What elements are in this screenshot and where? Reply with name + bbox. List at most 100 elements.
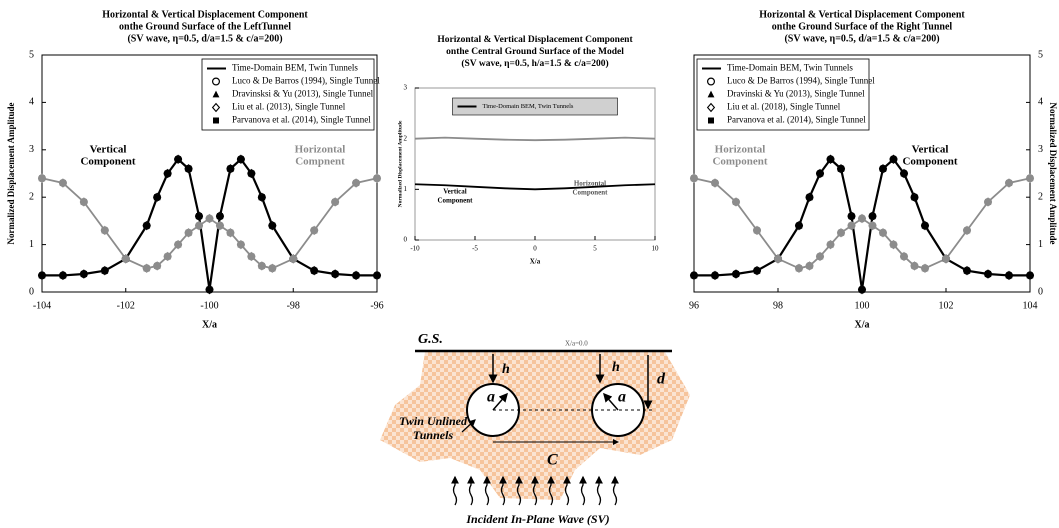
x-axis-label: X/a (202, 319, 217, 330)
marker (922, 223, 928, 229)
marker (922, 265, 928, 271)
legend-label: Liu et al. (2018), Single Tunnel (727, 102, 841, 112)
legend-swatch (213, 118, 219, 124)
origin-label: X/a=0.0 (565, 340, 588, 348)
marker (311, 268, 317, 274)
marker (733, 271, 739, 277)
annotation: Horizontal (715, 144, 766, 156)
gs-label: G.S. (418, 332, 443, 347)
wave-arrow (454, 477, 457, 505)
marker (175, 242, 181, 248)
marker (985, 271, 991, 277)
annotation: Vertical (443, 188, 467, 196)
marker (238, 242, 244, 248)
radius-label: a (618, 389, 626, 406)
legend-label: Parvanova et al. (2014), Single Tunnel (727, 115, 866, 125)
wave-label: Incident In-Plane Wave (SV) (465, 512, 609, 526)
annotation: Vertical (912, 144, 949, 156)
chart-title: onthe Ground Surface of the Right Tunnel (772, 21, 953, 32)
marker (39, 272, 45, 278)
marker (186, 230, 192, 236)
x-tick-label: 98 (773, 300, 783, 311)
legend-swatch (708, 78, 715, 85)
marker (901, 171, 907, 177)
annotation: Component (80, 156, 135, 168)
legend-label: Time-Domain BEM, Twin Tunnels (232, 63, 358, 73)
y-tick-label: 1 (1038, 239, 1043, 250)
c-label: C (547, 452, 558, 469)
y-tick-label: 0 (404, 236, 408, 244)
radius-label: a (487, 389, 495, 406)
marker (269, 223, 275, 229)
marker (964, 268, 970, 274)
figure: G.S. X/a=0.0 a a h h d C Twin Unlined Tu… (0, 0, 1059, 528)
marker (796, 223, 802, 229)
marker (796, 265, 802, 271)
marker (849, 223, 855, 229)
y-tick-label: 5 (1038, 49, 1043, 60)
marker (311, 227, 317, 233)
x-tick-label: -96 (370, 300, 383, 311)
x-tick-label: 0 (533, 245, 537, 253)
annotation: Vertical (90, 144, 127, 156)
marker (817, 171, 823, 177)
x-tick-label: -98 (287, 300, 300, 311)
marker (849, 213, 855, 219)
h-label: h (502, 362, 510, 377)
x-tick-label: -100 (200, 300, 218, 311)
marker (332, 271, 338, 277)
marker (175, 156, 181, 162)
marker (985, 199, 991, 205)
marker (238, 156, 244, 162)
legend-label: Dravinski & Yu (2013), Single Tunnel (727, 89, 865, 99)
chart-title: (SV wave, η=0.5, h/a=1.5 & c/a=200) (461, 58, 608, 69)
marker (891, 242, 897, 248)
chart: Horizontal & Vertical Displacement Compo… (397, 35, 659, 265)
marker (332, 199, 338, 205)
marker (712, 272, 718, 278)
x-tick-label: 102 (939, 300, 954, 311)
marker (154, 194, 160, 200)
marker (859, 287, 865, 293)
y-axis-label: Normalized Displacement Amplitude (6, 103, 16, 245)
x-tick-label: 5 (593, 245, 597, 253)
x-tick-label: 104 (1023, 300, 1038, 311)
x-tick-label: 10 (652, 245, 660, 253)
marker (817, 253, 823, 259)
y-tick-label: 2 (29, 191, 34, 202)
marker (81, 271, 87, 277)
marker (838, 230, 844, 236)
annotation: Horizontal (295, 144, 346, 156)
marker (1027, 272, 1033, 278)
marker (807, 194, 813, 200)
marker (964, 227, 970, 233)
marker (186, 166, 192, 172)
chart: Horizontal & Vertical Displacement Compo… (689, 9, 1058, 330)
legend-label: Dravinsksi & Yu (2013), Single Tunnel (232, 89, 374, 99)
marker (196, 223, 202, 229)
series-line (694, 159, 1030, 289)
marker (901, 253, 907, 259)
marker (207, 287, 213, 293)
wave-arrow (582, 477, 585, 505)
marker (912, 263, 918, 269)
series-line (42, 178, 377, 268)
marker (217, 213, 223, 219)
marker (943, 256, 949, 262)
marker (733, 199, 739, 205)
y-tick-label: 0 (1038, 286, 1043, 297)
y-tick-label: 5 (29, 49, 34, 60)
x-tick-label: 100 (855, 300, 870, 311)
marker (754, 268, 760, 274)
marker (144, 223, 150, 229)
marker (912, 194, 918, 200)
chart-title: Horizontal & Vertical Displacement Compo… (102, 9, 308, 20)
y-tick-label: 4 (1038, 97, 1043, 108)
marker (102, 227, 108, 233)
marker (81, 199, 87, 205)
chart: Horizontal & Vertical Displacement Compo… (6, 9, 384, 330)
marker (39, 175, 45, 181)
marker (353, 180, 359, 186)
marker (207, 216, 213, 222)
marker (374, 272, 380, 278)
